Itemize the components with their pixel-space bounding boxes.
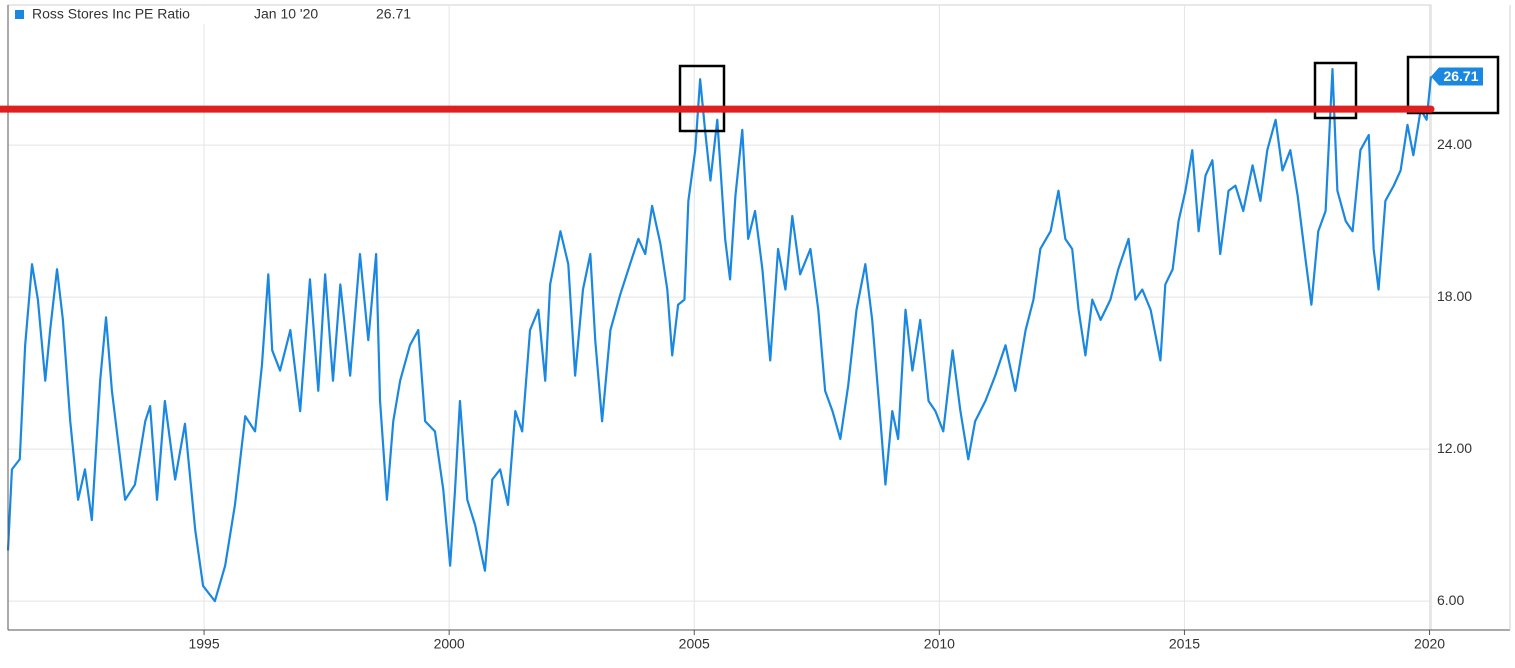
series-line: [6, 68, 1433, 603]
x-tick-label: 2000: [434, 636, 465, 652]
x-tick-label: 2005: [679, 636, 710, 652]
value-callout-label: 26.71: [1443, 68, 1478, 84]
x-tick-label: 2020: [1414, 636, 1445, 652]
plot-area: [7, 4, 1432, 631]
y-tick-label: 24.00: [1437, 136, 1472, 152]
value-callout: [1431, 67, 1483, 86]
x-tick-label: 1995: [188, 636, 219, 652]
x-tick-label: 2010: [924, 636, 955, 652]
legend-label: Ross Stores Inc PE Ratio: [32, 6, 190, 22]
legend-bg: [10, 6, 420, 24]
highlight-box: [678, 64, 726, 133]
y-tick-label: 6.00: [1437, 592, 1464, 608]
x-tick-label: 2015: [1169, 636, 1200, 652]
legend-date: Jan 10 '20: [254, 6, 318, 22]
highlight-box: [1406, 55, 1500, 115]
legend-swatch: [15, 10, 24, 19]
y-tick-label: 12.00: [1437, 440, 1472, 456]
y-tick-label: 18.00: [1437, 288, 1472, 304]
highlight-box: [1313, 61, 1358, 120]
lines: [6, 68, 1433, 603]
legend-value: 26.71: [376, 6, 411, 22]
